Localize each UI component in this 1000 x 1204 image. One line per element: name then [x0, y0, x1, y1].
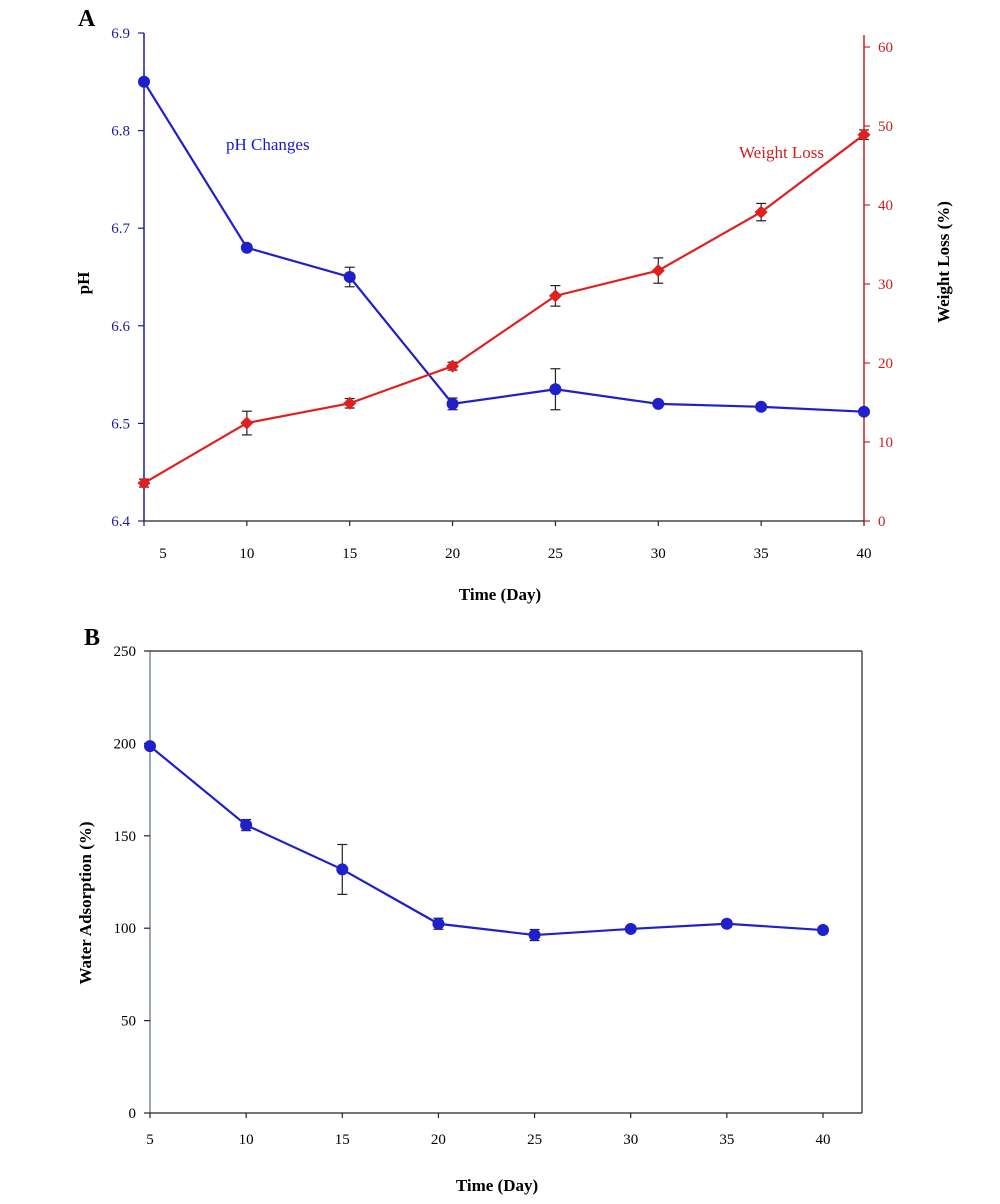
- left-y-axis-title: pH: [74, 272, 93, 295]
- data-point: [624, 922, 637, 935]
- x-tick-label: 5: [159, 546, 167, 562]
- y-axis-title: Water Adsorption (%): [76, 821, 95, 984]
- x-tick-label: 35: [719, 1132, 734, 1148]
- data-point: [720, 917, 733, 930]
- data-point: [652, 397, 665, 410]
- data-point: [548, 289, 562, 303]
- x-tick-label: 30: [623, 1132, 638, 1148]
- right-y-tick-label: 10: [878, 435, 893, 451]
- x-tick-label: 10: [239, 1132, 254, 1148]
- right-y-tick-label: 20: [878, 356, 893, 372]
- data-point: [651, 264, 665, 278]
- x-tick-label: 30: [651, 546, 666, 562]
- y-tick-label: 50: [121, 1014, 136, 1030]
- left-y-tick-label: 6.6: [111, 319, 130, 335]
- right-y-axis-title: Weight Loss (%): [934, 201, 953, 323]
- data-point: [144, 740, 156, 753]
- right-y-tick-label: 40: [878, 198, 893, 214]
- data-point: [343, 271, 356, 283]
- x-axis-title: Time (Day): [459, 585, 541, 604]
- left-y-tick-label: 6.8: [111, 124, 130, 140]
- series-line-weight-loss: [143, 133, 865, 485]
- chart-panel-a: A 6.4 6.5 6.6 6.7 6.8 6.9 0 10 20 30 40 50 60 5 10 15 20 2…: [74, 6, 953, 604]
- data-point: [336, 863, 349, 876]
- data-point: [754, 205, 768, 219]
- x-tick-label: 20: [445, 546, 460, 562]
- data-point: [343, 396, 357, 410]
- data-point: [240, 241, 253, 254]
- y-tick-label: 250: [114, 644, 137, 660]
- data-point: [240, 819, 253, 832]
- x-tick-label: 40: [816, 1132, 831, 1148]
- data-point: [137, 476, 151, 490]
- data-point: [138, 75, 150, 88]
- right-y-tick-label: 60: [878, 40, 893, 56]
- left-y-tick-label: 6.4: [111, 514, 130, 530]
- data-point: [857, 128, 871, 142]
- data-point: [528, 929, 541, 942]
- x-tick-label: 15: [342, 546, 357, 562]
- x-tick-label: 25: [527, 1132, 542, 1148]
- y-tick-label: 200: [114, 736, 137, 752]
- y-tick-label: 0: [129, 1106, 137, 1122]
- data-point: [755, 400, 768, 413]
- data-point: [432, 917, 445, 930]
- x-axis-title: Time (Day): [456, 1176, 538, 1195]
- series-line-water-adsorption: [149, 745, 824, 937]
- data-point: [858, 405, 870, 418]
- y-tick-label: 100: [114, 921, 137, 937]
- left-y-tick-label: 6.7: [111, 221, 130, 237]
- left-y-tick-label: 6.9: [111, 26, 130, 42]
- x-tick-label: 10: [239, 546, 254, 562]
- x-tick-label: 35: [754, 546, 769, 562]
- data-point: [446, 397, 459, 410]
- chart-panel-b: B 0 50 100 150 200 250 5 10 15 20 25 30 35 40 Time (Day…: [76, 625, 863, 1195]
- right-y-tick-label: 30: [878, 277, 893, 293]
- series-label-weight-loss: Weight Loss: [739, 143, 824, 162]
- x-tick-label: 5: [146, 1132, 154, 1148]
- data-point: [817, 924, 829, 937]
- series-line-ph: [143, 81, 865, 413]
- data-point: [240, 416, 254, 430]
- panel-label: A: [78, 6, 96, 32]
- data-point: [446, 359, 460, 373]
- series-label-ph: pH Changes: [226, 135, 310, 154]
- y-tick-label: 150: [114, 829, 137, 845]
- x-tick-label: 20: [431, 1132, 446, 1148]
- right-y-tick-label: 50: [878, 119, 893, 135]
- panel-label: B: [84, 625, 100, 651]
- left-y-tick-label: 6.5: [111, 416, 130, 432]
- x-tick-label: 15: [335, 1132, 350, 1148]
- right-y-tick-label: 0: [878, 514, 886, 530]
- x-tick-label: 25: [548, 546, 563, 562]
- x-tick-label: 40: [857, 546, 872, 562]
- data-point: [549, 383, 562, 396]
